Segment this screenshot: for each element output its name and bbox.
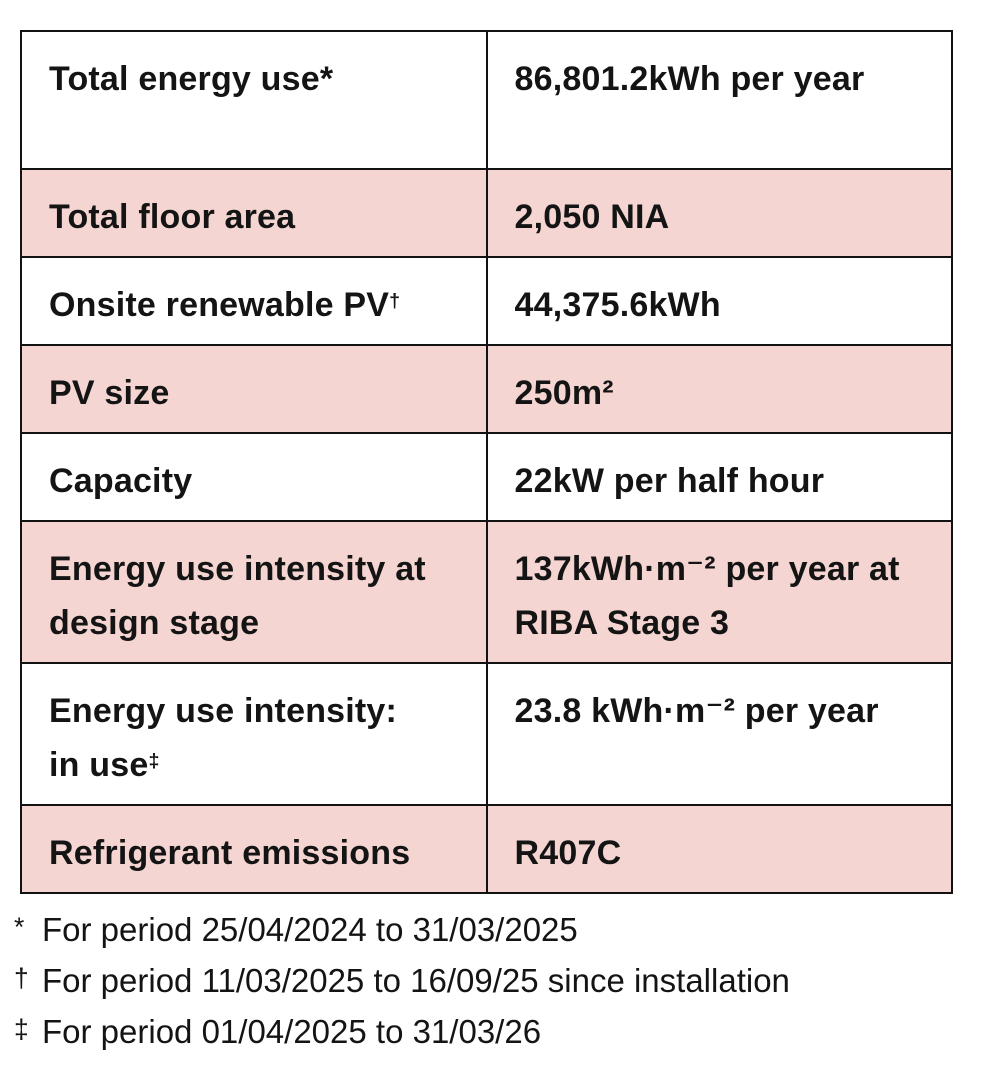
table-row: Total energy use* 86,801.2kWh per year (20, 30, 953, 170)
table-row: Capacity 22kW per half hour (20, 432, 953, 522)
row-label: Capacity (49, 462, 193, 500)
footnotes: * For period 25/04/2024 to 31/03/2025 † Fo… (14, 903, 964, 1055)
row-label-cell: Total energy use* (20, 30, 488, 170)
row-value: 86,801.2kWh per year (514, 60, 865, 98)
footnote-text: For period 25/04/2024 to 31/03/2025 (42, 910, 578, 948)
table-row: Total floor area 2,050 NIA (20, 168, 953, 258)
row-label-cell: Total floor area (20, 168, 488, 258)
row-value-cell: 137kWh·m⁻² per year at RIBA Stage 3 (485, 520, 953, 664)
row-label-cell: Capacity (20, 432, 488, 522)
row-label: Onsite renewable PV (49, 286, 390, 324)
row-label: Total energy use* (49, 60, 334, 98)
row-label-cell: Energy use intensity: in use‡ (20, 662, 488, 806)
row-value-cell: 23.8 kWh·m⁻² per year (485, 662, 953, 806)
footnote-text: For period 01/04/2025 to 31/03/26 (42, 1012, 542, 1050)
row-value-cell: 2,050 NIA (485, 168, 953, 258)
footnote-marker: ‡ (14, 1013, 29, 1044)
footnote-text: For period 11/03/2025 to 16/09/25 since … (42, 961, 790, 999)
row-value: 23.8 kWh·m⁻² per year (514, 692, 879, 730)
table-row: Onsite renewable PV† 44,375.6kWh (20, 256, 953, 346)
row-value: 44,375.6kWh (514, 286, 721, 324)
row-value-cell: 250m² (485, 344, 953, 434)
row-value-cell: 44,375.6kWh (485, 256, 953, 346)
row-value: 22kW per half hour (514, 462, 825, 500)
row-label-cell: Onsite renewable PV† (20, 256, 488, 346)
footnote-marker: * (14, 912, 25, 942)
table-row: Energy use intensity at design stage 137… (20, 520, 953, 664)
row-value-cell: 22kW per half hour (485, 432, 953, 522)
row-label-cell: Energy use intensity at design stage (20, 520, 488, 664)
footnote-marker: † (14, 962, 29, 993)
footnote: ‡ For period 01/04/2025 to 31/03/26 (14, 1005, 964, 1056)
footnote: † For period 11/03/2025 to 16/09/25 since… (14, 954, 964, 1005)
row-value: 2,050 NIA (514, 198, 670, 236)
row-label: Energy use intensity at design stage (49, 550, 426, 642)
row-value-cell: R407C (485, 804, 953, 894)
row-label: Energy use intensity: in use (49, 692, 398, 784)
table-row: PV size 250m² (20, 344, 953, 434)
table-row: Refrigerant emissions R407C (20, 804, 953, 894)
row-label-cell: Refrigerant emissions (20, 804, 488, 894)
row-label: PV size (49, 374, 170, 412)
table-row: Energy use intensity: in use‡ 23.8 kWh·m… (20, 662, 953, 806)
row-label: Refrigerant emissions (49, 834, 411, 872)
row-value: 137kWh·m⁻² per year at RIBA Stage 3 (514, 550, 900, 642)
energy-data-table: Total energy use* 86,801.2kWh per year T… (20, 30, 953, 894)
footnote-marker-sup: † (389, 290, 401, 313)
footnote: * For period 25/04/2024 to 31/03/2025 (14, 903, 964, 954)
row-label: Total floor area (49, 198, 296, 236)
row-value-cell: 86,801.2kWh per year (485, 30, 953, 170)
row-label-cell: PV size (20, 344, 488, 434)
row-value: 250m² (514, 374, 614, 412)
footnote-marker-sup: ‡ (148, 750, 160, 773)
row-value: R407C (514, 834, 622, 872)
